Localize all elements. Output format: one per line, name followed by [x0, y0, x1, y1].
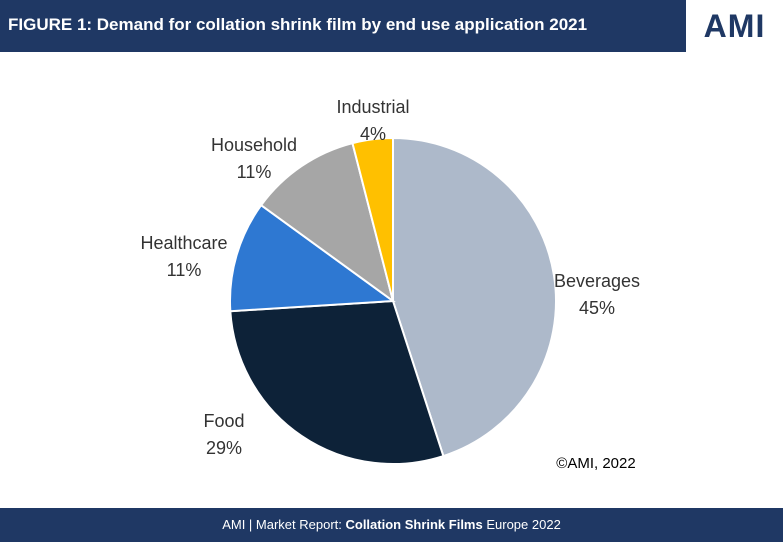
chart-title: FIGURE 1: Demand for collation shrink fi… — [8, 15, 588, 34]
slice-label: Food — [203, 411, 244, 431]
slice-label: Household — [211, 135, 297, 155]
value-label: 45% — [579, 298, 615, 318]
footer: AMI | Market Report: Collation Shrink Fi… — [0, 508, 783, 542]
pie-slice — [229, 203, 396, 313]
slice-label: Industrial — [336, 97, 409, 117]
slice-label: Beverages — [554, 271, 640, 291]
chart: ©AMI, 2022 Beverages 45% Food 29% Healthcare… — [140, 97, 640, 472]
footer-text: AMI | Market Report: — [222, 517, 346, 532]
value-label: 4% — [360, 124, 386, 144]
pie-slice — [351, 136, 394, 302]
pie-slice — [229, 299, 445, 465]
footer-text: Collation Shrink Films — [345, 517, 483, 532]
slice-label: Healthcare — [140, 233, 227, 253]
value-label: 11% — [167, 260, 202, 280]
value-label: 11% — [237, 162, 272, 182]
header: FIGURE 1: Demand for collation shrink fi… — [0, 0, 783, 52]
footer-text: Europe 2022 — [482, 517, 561, 532]
logo: AMI — [686, 0, 783, 52]
pie-slice — [259, 141, 395, 304]
pie-slice — [392, 136, 557, 458]
value-label: 29% — [206, 438, 242, 458]
annotation: ©AMI, 2022 — [556, 455, 635, 472]
